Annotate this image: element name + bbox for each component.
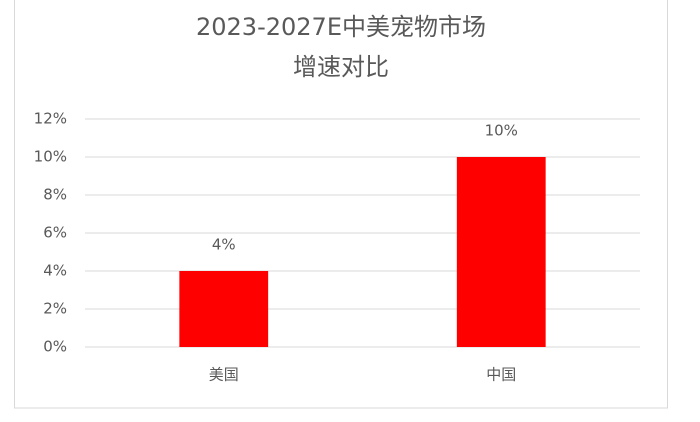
bar	[179, 271, 269, 347]
chart-border	[14, 0, 668, 409]
x-tick-label: 美国	[209, 366, 239, 384]
y-tick-label: 4%	[43, 262, 67, 280]
bar	[456, 157, 546, 347]
y-tick-label: 8%	[43, 186, 67, 204]
chart-title: 增速对比	[293, 53, 389, 81]
chart-title: 2023-2027E中美宠物市场	[196, 13, 486, 41]
y-tick-label: 0%	[43, 338, 67, 356]
y-tick-label: 10%	[34, 148, 67, 166]
y-tick-label: 6%	[43, 224, 67, 242]
x-tick-label: 中国	[486, 366, 516, 384]
y-tick-label: 12%	[34, 110, 67, 128]
y-tick-label: 2%	[43, 300, 67, 318]
value-label: 4%	[212, 236, 236, 254]
value-label: 10%	[485, 122, 518, 140]
